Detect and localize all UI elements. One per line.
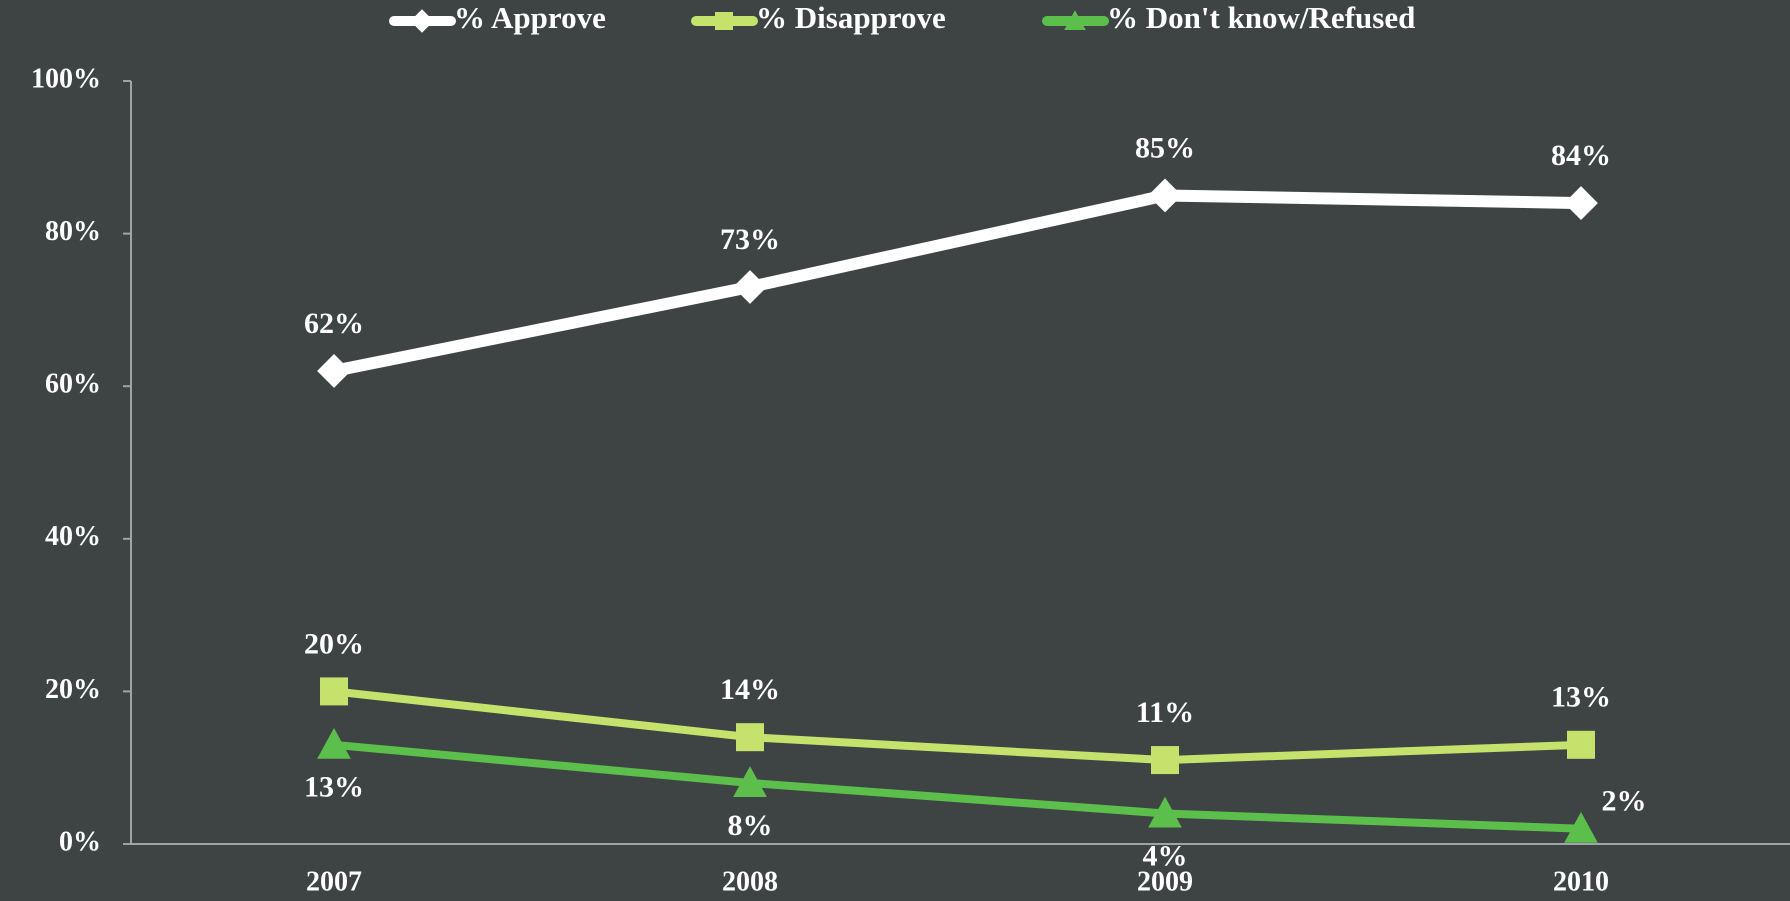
data-point (733, 766, 767, 797)
data-label: 73% (720, 223, 780, 256)
data-label: 84% (1551, 139, 1611, 172)
x-tick-label: 2008 (722, 866, 778, 897)
y-tick-label: 40% (45, 521, 101, 552)
data-point (320, 677, 348, 706)
y-tick-label: 60% (45, 369, 101, 400)
data-point (1064, 10, 1086, 30)
data-label: 85% (1135, 131, 1195, 164)
y-tick-label: 100% (31, 63, 101, 94)
y-tick-label: 80% (45, 216, 101, 247)
data-point (715, 12, 733, 30)
data-point (1151, 746, 1179, 775)
legend-label: % Disapprove (756, 0, 946, 35)
data-point (1564, 186, 1598, 220)
data-label: 20% (304, 627, 364, 660)
y-tick-label: 20% (45, 674, 101, 705)
data-label: 13% (1551, 681, 1611, 714)
series-line (332, 189, 1582, 377)
data-point (317, 354, 351, 388)
data-point (736, 723, 764, 752)
data-point (1567, 730, 1595, 759)
data-label: 62% (304, 307, 364, 340)
data-label: 11% (1136, 696, 1194, 729)
data-point (733, 270, 767, 304)
data-point (410, 9, 434, 33)
data-label: 14% (720, 673, 780, 706)
series-line (333, 687, 1582, 765)
y-tick-label: 0% (59, 826, 101, 857)
data-point (317, 728, 351, 759)
data-point (1148, 796, 1182, 828)
series-line (333, 740, 1582, 833)
x-tick-label: 2007 (306, 866, 362, 897)
legend-label: % Don't know/Refused (1107, 0, 1415, 35)
data-label: 4% (1143, 839, 1188, 872)
legend-label: % Approve (454, 0, 606, 35)
x-tick-label: 2010 (1553, 866, 1609, 897)
data-label: 8% (728, 809, 773, 842)
data-point (1148, 178, 1182, 213)
data-label: 13% (304, 771, 364, 804)
x-tick-label: 2009 (1137, 866, 1193, 897)
data-label: 2% (1602, 785, 1647, 818)
data-point (1564, 811, 1598, 843)
